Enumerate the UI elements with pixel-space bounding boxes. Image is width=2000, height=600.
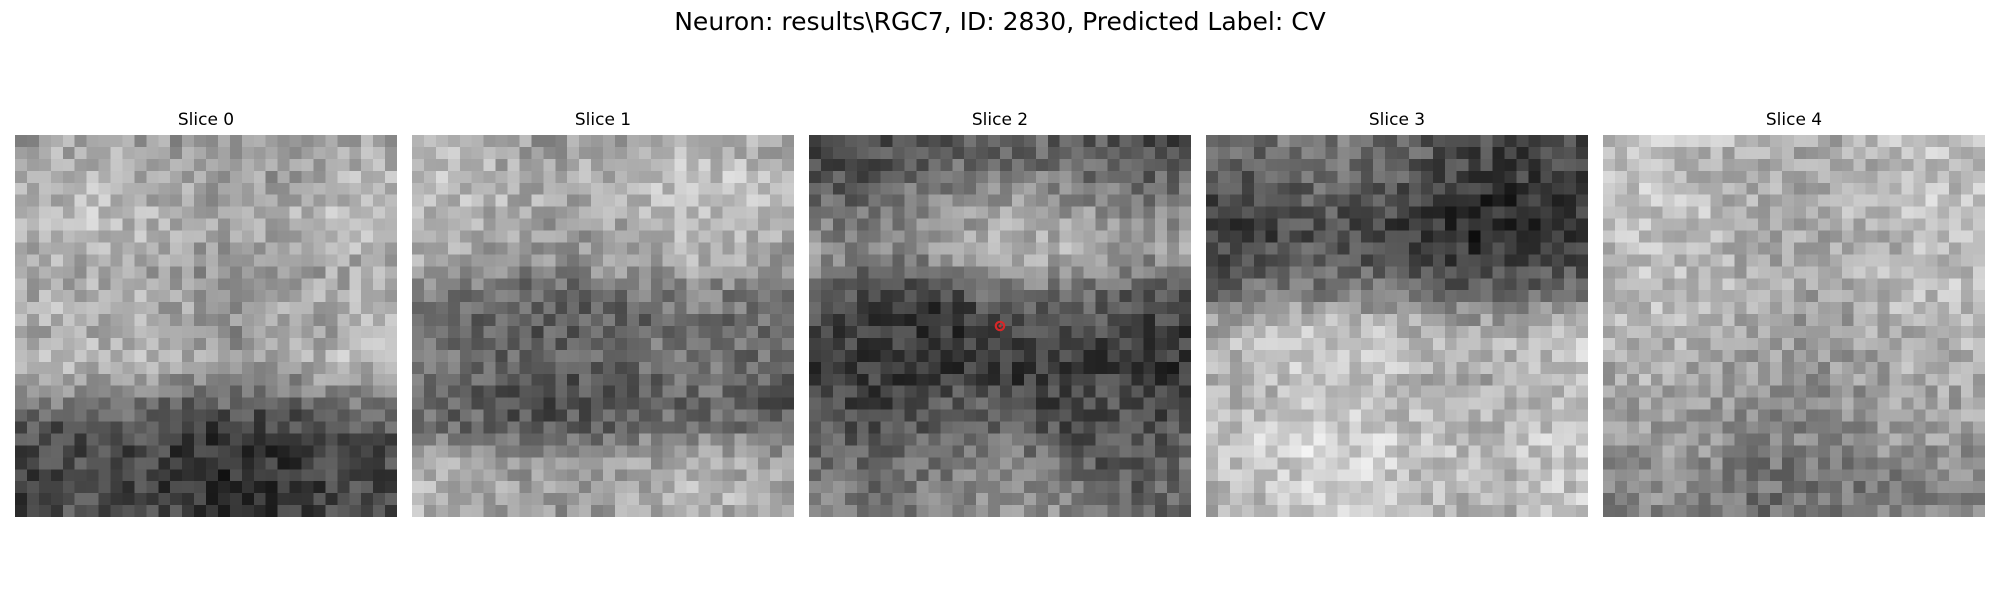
slice-4-image [1603, 135, 1985, 517]
panel-title-slice-1: Slice 1 [574, 110, 632, 130]
slice-3-image [1206, 135, 1588, 517]
slice-1-canvas [412, 135, 794, 517]
figure-title: Neuron: results\RGC7, ID: 2830, Predicte… [674, 7, 1326, 36]
slice-0-image [15, 135, 397, 517]
panel-title-slice-2: Slice 2 [971, 110, 1029, 130]
panel-title-slice-0: Slice 0 [177, 110, 235, 130]
slice-3-canvas [1206, 135, 1588, 517]
panel-title-slice-3: Slice 3 [1368, 110, 1426, 130]
slice-0-canvas [15, 135, 397, 517]
panel-title-slice-4: Slice 4 [1765, 110, 1823, 130]
neuron-location-marker [994, 320, 1006, 332]
slice-4-canvas [1603, 135, 1985, 517]
slice-1-image [412, 135, 794, 517]
